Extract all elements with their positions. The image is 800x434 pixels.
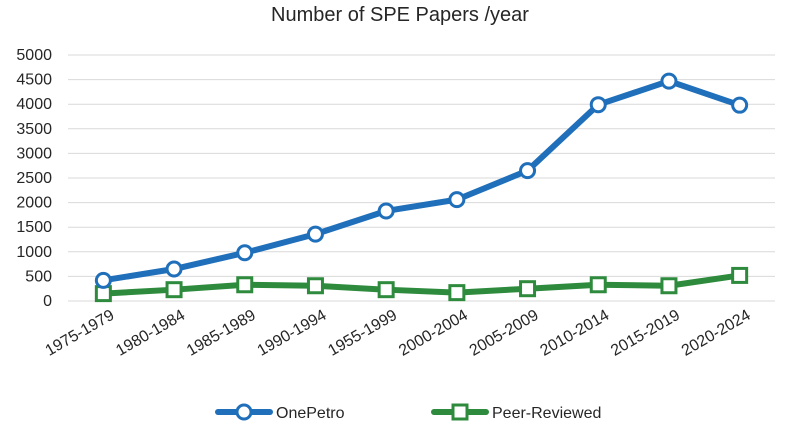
x-tick-label: 2010-2014 (537, 307, 612, 360)
data-point (519, 280, 537, 298)
data-point (519, 162, 537, 180)
y-tick-label: 500 (25, 268, 52, 285)
series-line (100, 272, 743, 297)
data-point (377, 281, 395, 299)
y-tick-label: 4000 (16, 96, 52, 113)
data-point (236, 244, 254, 262)
data-point (589, 96, 607, 114)
data-point (165, 281, 183, 299)
chart-title: Number of SPE Papers /year (271, 4, 529, 26)
data-point (94, 271, 112, 289)
x-tick-label: 1980-1984 (113, 307, 188, 360)
data-point (306, 277, 324, 295)
x-tick-label: 2005-2009 (467, 307, 542, 360)
data-point (448, 191, 466, 209)
y-tick-label: 4500 (16, 72, 52, 89)
x-tick-label: 1990-1994 (255, 307, 330, 360)
y-tick-label: 3000 (16, 145, 52, 162)
data-point (377, 202, 395, 220)
x-tick-label: 2000-2004 (396, 307, 471, 360)
y-tick-label: 1000 (16, 244, 52, 261)
data-point (660, 72, 678, 90)
data-point (660, 277, 678, 295)
legend-marker (451, 403, 469, 421)
x-tick-label: 1955-1999 (325, 307, 400, 360)
gridlines (68, 54, 775, 302)
legend-label: OnePetro (276, 405, 345, 422)
x-tick-label: 1975-1979 (43, 307, 118, 360)
data-point (731, 96, 749, 114)
legend: OnePetro Peer-Reviewed (215, 403, 601, 422)
series (94, 72, 749, 303)
data-point (165, 260, 183, 278)
y-tick-label: 1500 (16, 219, 52, 236)
y-tick-label: 5000 (16, 47, 52, 64)
data-point (589, 276, 607, 294)
y-tick-label: 2500 (16, 170, 52, 187)
legend-label: Peer-Reviewed (492, 405, 601, 422)
x-axis-ticks: 1975-19791980-19841985-19891990-19941955… (43, 307, 754, 360)
x-tick-label: 1985-1989 (184, 307, 259, 360)
y-tick-label: 0 (43, 293, 52, 310)
series-line (100, 78, 743, 284)
data-point (731, 266, 749, 284)
data-point (306, 225, 324, 243)
x-tick-label: 2015-2019 (608, 307, 683, 360)
x-tick-label: 2020-2024 (679, 307, 754, 360)
y-tick-label: 3500 (16, 121, 52, 138)
data-point (236, 276, 254, 294)
y-axis-ticks: 0 500 1000 1500 2000 2500 3000 3500 4000 4500 5000 (16, 47, 52, 310)
y-tick-label: 2000 (16, 195, 52, 212)
legend-marker (235, 403, 253, 421)
data-point (448, 284, 466, 302)
